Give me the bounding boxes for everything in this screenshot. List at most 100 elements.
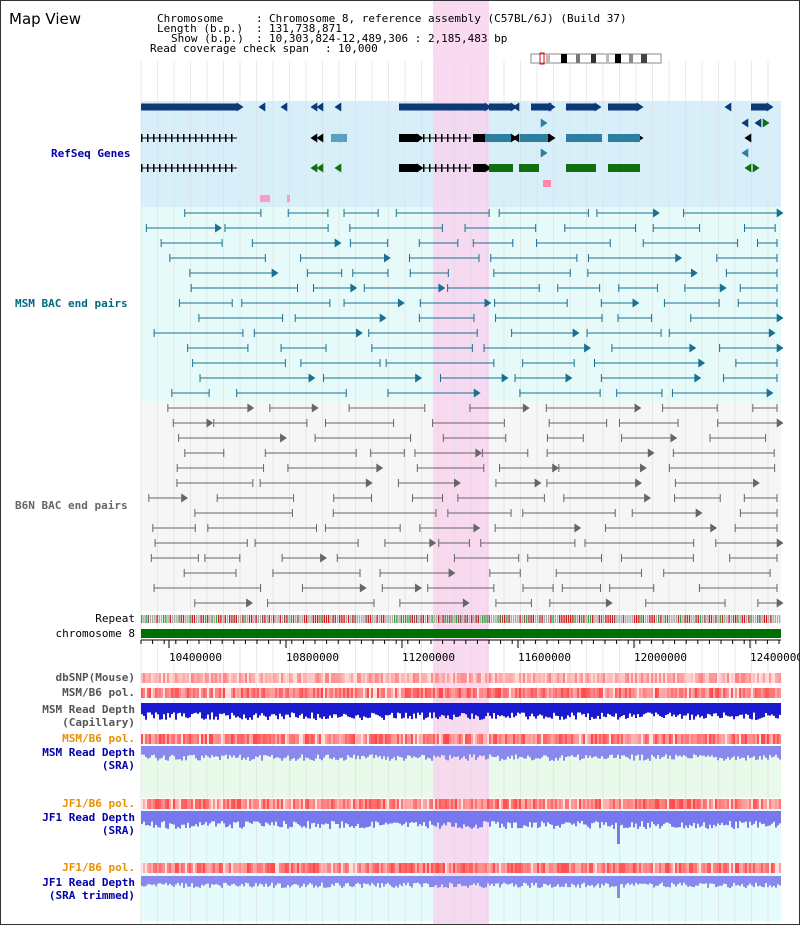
repeat-mark (636, 615, 638, 623)
msm-b6-pol-sra-heat (573, 734, 575, 744)
msm-b6-pol-heat (633, 688, 635, 698)
undefined-arrow (584, 343, 591, 353)
repeat-mark (651, 615, 653, 623)
jf1-b6-pol-heat (621, 799, 623, 809)
msm-b6-pol-heat (151, 688, 153, 698)
repeat-mark (224, 615, 226, 623)
b6n-bac-end-pairs-label[interactable]: B6N BAC end pairs (15, 499, 128, 512)
jf1-depth-trim-bar (755, 876, 757, 883)
undefined-arrow (766, 388, 774, 398)
dbsnp-heat (739, 673, 741, 683)
gene-exon (566, 103, 595, 111)
ideogram-band (591, 54, 596, 63)
repeat-mark (209, 615, 211, 623)
msm-b6-pol-heat (711, 688, 713, 698)
msm-depth-sra-bar (303, 746, 305, 761)
msm-b6-pol-sra-heat (429, 734, 431, 744)
dbsnp-heat (165, 673, 167, 683)
msm-depth-cap-bar (563, 703, 565, 720)
gene-strand-arrow (236, 102, 244, 112)
jf1-b6-pol-heat (355, 799, 357, 809)
jf1-depth-trim-bar (567, 876, 569, 888)
repeat-mark (607, 615, 609, 623)
jf1-b6-pol-trim-heat (467, 863, 469, 873)
jf1-depth-trim-bar (665, 876, 667, 888)
refseq-genes-label[interactable]: RefSeq Genes (51, 147, 131, 160)
msm-b6-pol-sra-heat (247, 734, 249, 744)
dbsnp-heat (295, 673, 297, 683)
msm-b6-pol-heat (457, 688, 459, 698)
gene-exon-tick (183, 164, 185, 172)
jf1-depth-sra-bar (675, 811, 677, 828)
dbsnp-heat (723, 673, 725, 683)
repeat-mark (484, 615, 486, 623)
jf1-b6-pol-heat (309, 799, 311, 809)
jf1-b6-pol-trim-heat (745, 863, 747, 873)
jf1-depth-sra-bar (681, 811, 683, 823)
msm-b6-pol-heat (177, 688, 179, 698)
jf1-depth-sra-bar (621, 811, 623, 825)
msm-b6-pol-sra-heat (667, 734, 669, 744)
repeat-mark (501, 615, 504, 623)
jf1-b6-pol-heat (549, 799, 551, 809)
jf1-b6-pol-heat (215, 799, 217, 809)
jf1-b6-pol-heat (339, 799, 341, 809)
msm-b6-pol-heat (643, 688, 645, 698)
jf1-b6-pol-heat (141, 799, 143, 809)
msm-b6-pol-heat (653, 688, 655, 698)
jf1-depth-sra-bar (703, 811, 705, 823)
jf1-b6-pol-heat (395, 799, 397, 809)
jf1-b6-pol-heat (735, 799, 737, 809)
jf1-b6-pol-heat (365, 799, 367, 809)
msm-depth-sra-bar (153, 746, 155, 755)
repeat-mark (242, 615, 244, 623)
msm-depth-cap-bar (641, 703, 643, 717)
dbsnp-heat (171, 673, 173, 683)
jf1-b6-pol-heat (177, 799, 179, 809)
gene-arrow (512, 102, 520, 112)
msm-depth-sra-bar (331, 746, 333, 760)
jf1-b6-pol-trim-heat (601, 863, 603, 873)
repeat-mark (504, 615, 506, 623)
jf1-b6-pol-heat (769, 799, 771, 809)
dbsnp-heat (223, 673, 225, 683)
repeat-mark (611, 615, 614, 623)
jf1-depth-sra-bar (355, 811, 357, 826)
dbsnp-heat (583, 673, 585, 683)
msm-depth-cap-bar (647, 703, 649, 713)
jf1-depth-sra-bar (629, 811, 631, 828)
undefined-arrow (670, 433, 678, 443)
msm-bac-end-pairs-label[interactable]: MSM BAC end pairs (15, 297, 128, 310)
jf1-b6-pol-heat (753, 799, 755, 809)
msm-b6-pol-heat (603, 688, 605, 698)
jf1-depth-trim-bar (539, 876, 541, 888)
dbsnp-heat (141, 673, 143, 683)
msm-depth-sra-bar (321, 746, 323, 761)
msm-b6-pol-heat (369, 688, 371, 698)
ideogram-band (615, 54, 621, 63)
msm-depth-sra-bar (583, 746, 585, 759)
jf1-b6-pol-heat (495, 799, 497, 809)
msm-depth-sra-bar (525, 746, 527, 759)
jf1-depth-trim-bar (261, 876, 263, 885)
msm-depth-sra-bar (223, 746, 225, 756)
dbsnp-heat (605, 673, 607, 683)
dbsnp-heat (197, 673, 199, 683)
jf1-b6-pol-heat (205, 799, 207, 809)
msm-b6-pol-heat (473, 688, 475, 698)
jf1-b6-pol-trim-heat (461, 863, 463, 873)
msm-depth-cap-bar (499, 703, 501, 717)
msm-depth-cap-bar (261, 703, 263, 714)
msm-depth-sra-bar (717, 746, 719, 761)
dbsnp-heat (577, 673, 579, 683)
msm-b6-pol-heat (523, 688, 525, 698)
jf1-b6-pol-heat (693, 799, 695, 809)
dbsnp-heat (517, 673, 519, 683)
msm-b6-pol-sra-heat (525, 734, 527, 744)
msm-b6-pol-heat (349, 688, 351, 698)
msm-b6-pol-heat (233, 688, 235, 698)
repeat-mark (699, 615, 702, 623)
jf1-depth-sra-bar (553, 811, 555, 829)
dbsnp-heat (645, 673, 647, 683)
jf1-b6-pol-trim-heat (669, 863, 671, 873)
